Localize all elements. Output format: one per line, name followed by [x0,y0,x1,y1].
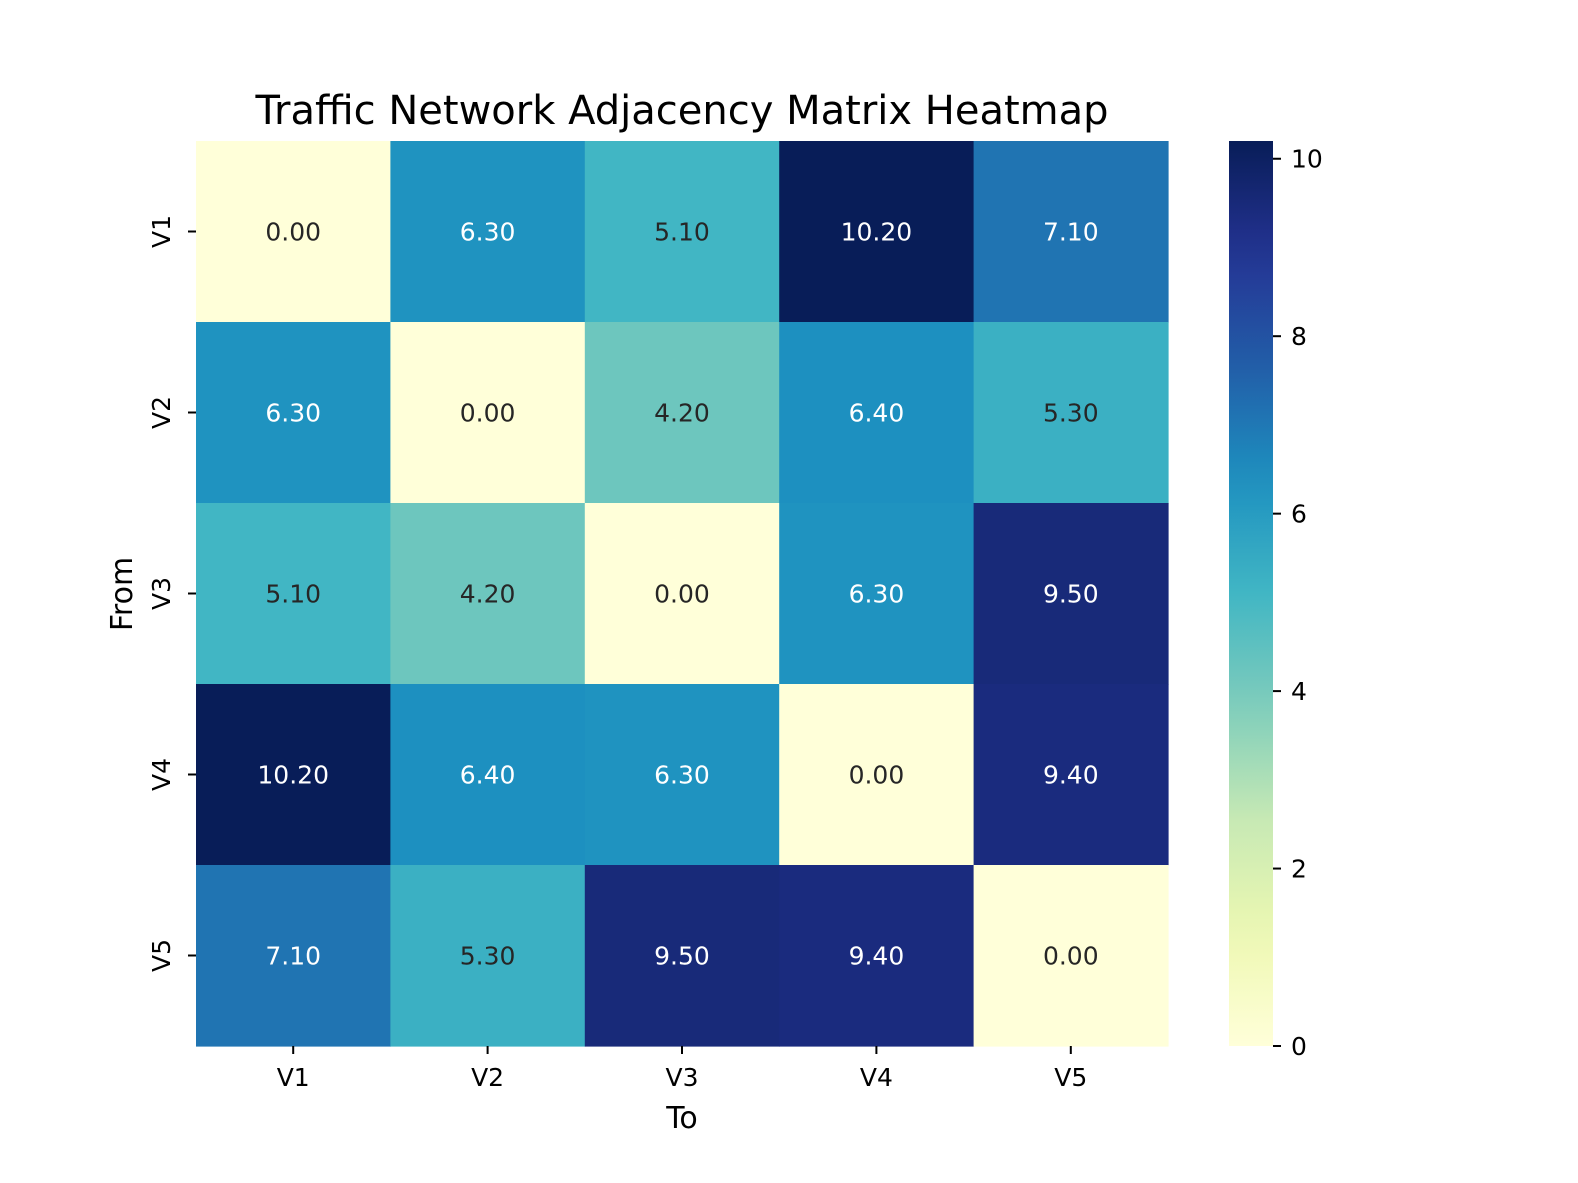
colorbar-tick-label-6: 6 [1291,500,1307,529]
heatmap-cell-V3-V3 [584,503,780,685]
cell-value-label-V1-V3: 5.10 [654,218,710,247]
heatmap-cell-V1-V5 [973,141,1169,323]
heatmap-cell-V3-V4 [779,503,975,685]
colorbar-tick-label-4: 4 [1291,677,1307,706]
cell-value-label-V4-V4: 0.00 [849,761,905,790]
colorbar-tick-label-10: 10 [1291,145,1323,174]
x-tick-label-V4: V4 [860,1063,893,1092]
cell-value-label-V2-V1: 6.30 [265,399,321,428]
cell-value-label-V3-V1: 5.10 [265,580,321,609]
cell-value-label-V3-V3: 0.00 [654,580,710,609]
cell-value-label-V4-V1: 10.20 [257,761,329,790]
heatmap-cell-V1-V3 [584,141,780,323]
cell-value-label-V4-V5: 9.40 [1043,761,1099,790]
colorbar-ticks: 0 2 4 6 8 10 [1273,145,1323,1061]
cell-value-label-V1-V1: 0.00 [265,218,321,247]
heatmap-cell-V4-V3 [584,684,780,866]
cell-value-label-V2-V5: 5.30 [1043,399,1099,428]
heatmap-cell-V3-V1 [196,503,391,685]
heatmap-cell-V5-V5 [973,865,1169,1047]
cell-value-label-V1-V5: 7.10 [1043,218,1099,247]
heatmap-cell-labels: 0.00 6.30 5.10 10.20 7.10 6.30 0.00 4.20 6.40 5.3… [257,218,1098,971]
x-tick-label-V5: V5 [1054,1063,1087,1092]
colorbar-tick-label-2: 2 [1291,855,1307,884]
y-tick-label-V3: V3 [147,577,176,610]
cell-value-label-V1-V2: 6.30 [460,218,516,247]
cell-value-label-V3-V2: 4.20 [460,580,516,609]
heatmap-cell-V2-V4 [779,322,975,504]
cell-value-label-V5-V3: 9.50 [654,942,710,971]
x-tick-label-V2: V2 [471,1063,504,1092]
cell-value-label-V1-V4: 10.20 [841,218,913,247]
heatmap-cell-V2-V2 [390,322,586,504]
heatmap-cell-V2-V1 [196,322,391,504]
heatmap-cell-V5-V2 [390,865,586,1047]
cell-value-label-V3-V4: 6.30 [849,580,905,609]
y-axis-label: From [105,557,140,631]
heatmap-cell-V1-V4 [779,141,975,323]
heatmap-cell-V3-V2 [390,503,586,685]
heatmap-cell-V1-V1 [196,141,391,323]
y-axis-ticks: V1 V2 V3 V4 V5 [147,215,196,972]
cell-value-label-V5-V1: 7.10 [265,942,321,971]
colorbar [1229,141,1273,1046]
colorbar-tick-label-8: 8 [1291,322,1307,351]
cell-value-label-V5-V2: 5.30 [460,942,516,971]
cell-value-label-V3-V5: 9.50 [1043,580,1099,609]
y-tick-label-V5: V5 [147,939,176,972]
y-tick-label-V1: V1 [147,215,176,248]
heatmap-cell-V1-V2 [390,141,586,323]
y-tick-label-V2: V2 [147,396,176,429]
heatmap-cell-V5-V4 [779,865,975,1047]
cell-value-label-V2-V4: 6.40 [849,399,905,428]
heatmap-cell-V5-V3 [584,865,780,1047]
cell-value-label-V5-V5: 0.00 [1043,942,1099,971]
cell-value-label-V2-V3: 4.20 [654,399,710,428]
heatmap-cell-V2-V3 [584,322,780,504]
heatmap-cell-V4-V1 [196,684,391,866]
heatmap-cell-V3-V5 [973,503,1169,685]
heatmap-cell-V4-V4 [779,684,975,866]
heatmap-cells [196,141,1169,1047]
heatmap-cell-V4-V2 [390,684,586,866]
y-tick-label-V4: V4 [147,758,176,791]
heatmap-cell-V5-V1 [196,865,391,1047]
heatmap-cell-V4-V5 [973,684,1169,866]
cell-value-label-V4-V2: 6.40 [460,761,516,790]
cell-value-label-V2-V2: 0.00 [460,399,516,428]
cell-value-label-V4-V3: 6.30 [654,761,710,790]
x-axis-ticks: V1 V2 V3 V4 V5 [277,1046,1087,1092]
x-tick-label-V1: V1 [277,1063,310,1092]
heatmap-cell-V2-V5 [973,322,1169,504]
chart-title: Traffic Network Adjacency Matrix Heatmap [254,88,1108,134]
x-tick-label-V3: V3 [665,1063,698,1092]
cell-value-label-V5-V4: 9.40 [849,942,905,971]
colorbar-tick-label-0: 0 [1291,1032,1307,1061]
x-axis-label: To [665,1101,698,1136]
